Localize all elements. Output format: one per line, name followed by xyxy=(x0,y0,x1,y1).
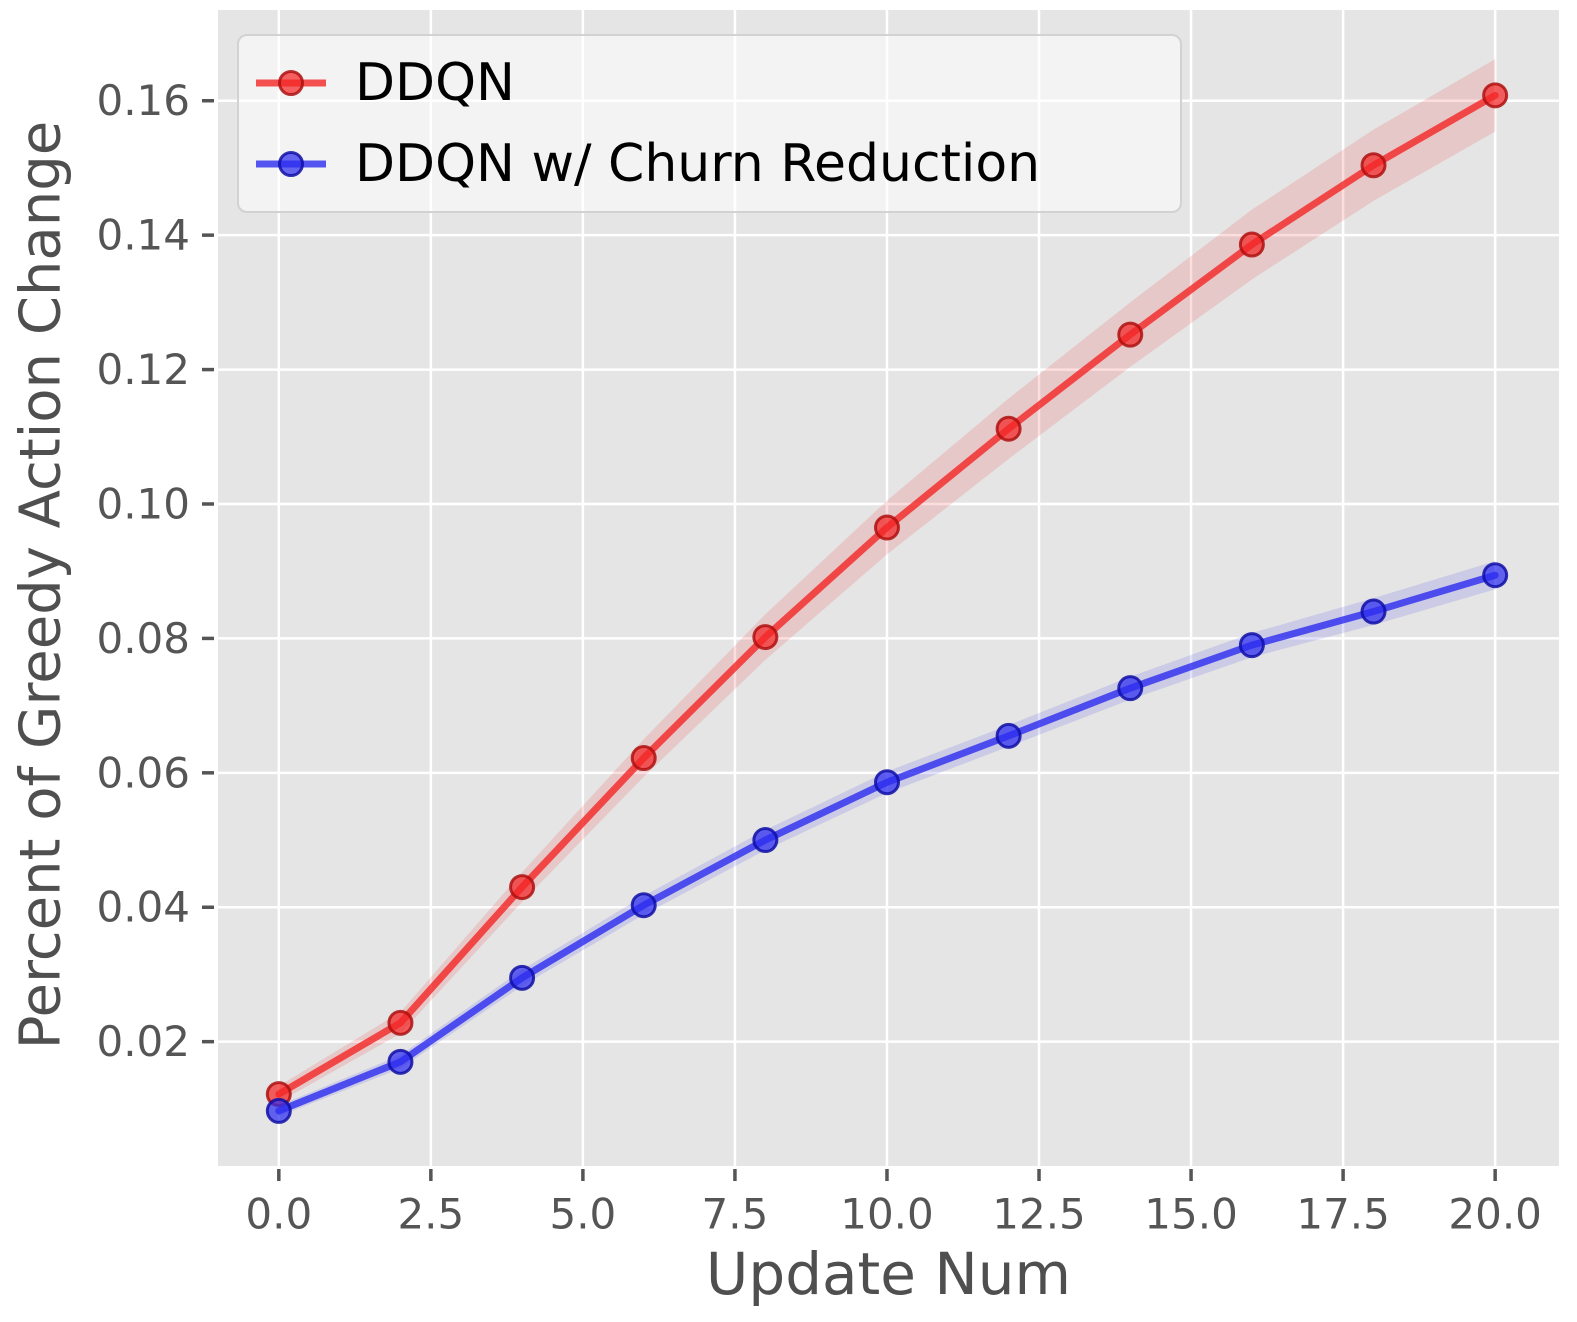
data-point-marker xyxy=(1360,152,1387,179)
data-point-marker xyxy=(873,514,900,541)
data-point-marker xyxy=(630,892,657,919)
data-point-marker xyxy=(995,415,1022,442)
y-tick-label: 0.08 xyxy=(96,614,190,663)
y-tick-label: 0.14 xyxy=(96,211,190,260)
x-tick-label: 2.5 xyxy=(397,1190,464,1239)
data-point-marker xyxy=(387,1009,414,1036)
data-point-marker xyxy=(1482,562,1509,589)
y-axis-label: Percent of Greedy Action Change xyxy=(8,120,74,1050)
y-tick-label: 0.10 xyxy=(96,479,190,528)
x-tick-label: 12.5 xyxy=(992,1190,1086,1239)
legend-label-ddqn-churn-reduction: DDQN w/ Churn Reduction xyxy=(355,134,1041,195)
x-tick-label: 0.0 xyxy=(245,1190,312,1239)
data-point-marker xyxy=(1117,321,1144,348)
data-point-marker xyxy=(265,1097,292,1124)
confidence-band-0 xyxy=(278,59,1496,1103)
data-point-marker xyxy=(752,827,779,854)
y-tick-label: 0.06 xyxy=(96,748,190,797)
data-point-marker xyxy=(873,769,900,796)
x-tick-label: 5.0 xyxy=(549,1190,616,1239)
legend-item-ddqn: DDQN xyxy=(253,42,1180,124)
data-point-marker xyxy=(1238,632,1265,659)
x-tick-label: 15.0 xyxy=(1144,1190,1238,1239)
data-point-marker xyxy=(387,1048,414,1075)
x-tick-label: 17.5 xyxy=(1296,1190,1390,1239)
data-point-marker xyxy=(630,745,657,772)
ddqn-line-marker-icon xyxy=(256,69,326,96)
y-tick-label: 0.04 xyxy=(96,883,190,932)
y-tick-label: 0.16 xyxy=(96,76,190,125)
data-point-marker xyxy=(509,874,536,901)
y-tick-label: 0.12 xyxy=(96,345,190,394)
data-point-marker xyxy=(1117,675,1144,702)
y-tick-label: 0.02 xyxy=(96,1017,190,1066)
data-point-marker xyxy=(509,964,536,991)
x-tick-label: 20.0 xyxy=(1448,1190,1542,1239)
x-tick-label: 10.0 xyxy=(840,1190,934,1239)
data-point-marker xyxy=(1482,82,1509,109)
legend-item-ddqn-churn-reduction: DDQN w/ Churn Reduction xyxy=(253,124,1180,206)
data-point-marker xyxy=(1360,598,1387,625)
x-axis-label: Update Num xyxy=(705,1240,1072,1308)
data-point-marker xyxy=(995,722,1022,749)
data-point-marker xyxy=(1238,231,1265,258)
x-tick-label: 7.5 xyxy=(702,1190,769,1239)
data-point-marker xyxy=(752,624,779,651)
legend: DDQN DDQN w/ Churn Reduction xyxy=(237,34,1182,213)
legend-label-ddqn: DDQN xyxy=(355,52,515,113)
ddqn-churn-line-marker-icon xyxy=(256,151,326,178)
